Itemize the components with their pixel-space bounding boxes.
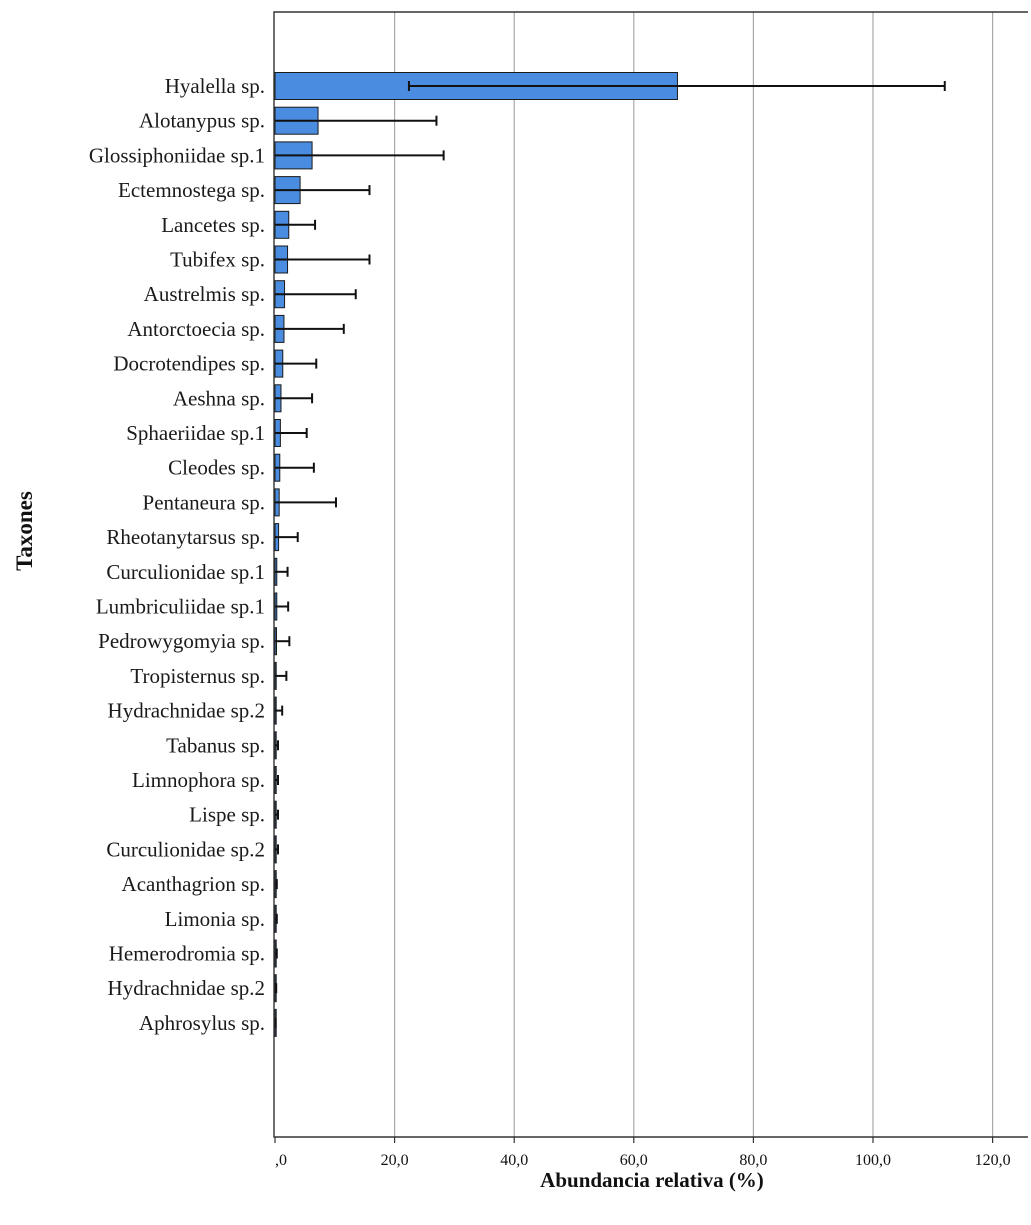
y-axis-title: Taxones	[12, 491, 37, 571]
error-bar-hydrachnidae-sp-2	[275, 983, 278, 994]
error-bar-tabanus-sp	[275, 740, 279, 751]
error-bar-acanthagrion-sp	[275, 879, 278, 890]
y-label-austrelmis-sp: Austrelmis sp.	[144, 282, 265, 306]
error-bar-tubifex-sp	[275, 254, 371, 265]
x-tick-label: 100,0	[855, 1152, 891, 1169]
error-bar-alotanypus-sp	[275, 115, 438, 126]
error-bar-lispe-sp	[275, 809, 279, 820]
y-label-lispe-sp: Lispe sp.	[189, 803, 265, 827]
error-bar-lancetes-sp	[275, 219, 317, 230]
y-label-aeshna-sp: Aeshna sp.	[173, 386, 265, 410]
y-label-hydrachnidae-sp-2: Hydrachnidae sp.2	[108, 699, 265, 723]
error-bar-antorctoecia-sp	[275, 323, 345, 334]
x-tick-label: ,0	[275, 1152, 287, 1169]
error-bar-aphrosylus-sp	[274, 1017, 277, 1028]
y-label-cleodes-sp: Cleodes sp.	[168, 456, 265, 480]
x-tick-label: 40,0	[500, 1152, 528, 1169]
y-label-alotanypus-sp: Alotanypus sp.	[139, 109, 265, 133]
error-bar-sphaeriidae-sp-1	[275, 428, 308, 438]
y-label-hydrachnidae-sp-2: Hydrachnidae sp.2	[108, 976, 265, 1000]
grid-lines	[394, 12, 994, 1137]
y-label-pentaneura-sp: Pentaneura sp.	[143, 490, 265, 514]
y-label-tubifex-sp: Tubifex sp.	[170, 248, 265, 272]
plot-frame	[273, 11, 1028, 1138]
error-bar-docrotendipes-sp	[275, 358, 318, 369]
category-labels: Hyalella sp. Alotanypus sp. Glossiphoniida…	[89, 74, 265, 1035]
error-bar-pedrowygomyia-sp	[275, 636, 291, 647]
x-tick-label: 80,0	[739, 1152, 767, 1169]
x-tick-label: 20,0	[381, 1152, 409, 1169]
y-label-tabanus-sp: Tabanus sp.	[166, 733, 265, 757]
bars	[274, 72, 678, 1037]
error-bar-limonia-sp	[275, 913, 278, 924]
y-label-curculionidae-sp-1: Curculionidae sp.1	[106, 560, 265, 584]
y-label-rheotanytarsus-sp: Rheotanytarsus sp.	[106, 525, 265, 549]
y-label-antorctoecia-sp: Antorctoecia sp.	[127, 317, 265, 341]
error-bar-hemerodromia-sp	[275, 948, 278, 959]
y-label-docrotendipes-sp: Docrotendipes sp.	[113, 352, 265, 376]
error-bar-pentaneura-sp	[275, 497, 337, 508]
error-bar-limnophora-sp	[275, 775, 279, 785]
error-bar-curculionidae-sp-1	[275, 566, 289, 577]
y-label-pedrowygomyia-sp: Pedrowygomyia sp.	[98, 629, 265, 653]
x-tick-label: 60,0	[620, 1152, 648, 1169]
y-label-limonia-sp: Limonia sp.	[165, 907, 265, 931]
y-label-limnophora-sp: Limnophora sp.	[132, 768, 265, 792]
y-label-ectemnostega-sp: Ectemnostega sp.	[118, 178, 265, 202]
y-label-sphaeriidae-sp-1: Sphaeriidae sp.1	[126, 421, 265, 445]
error-bar-cleodes-sp	[275, 462, 315, 473]
error-bar-rheotanytarsus-sp	[275, 532, 299, 543]
y-label-glossiphoniidae-sp-1: Glossiphoniidae sp.1	[89, 143, 265, 167]
y-label-aphrosylus-sp: Aphrosylus sp.	[139, 1011, 265, 1035]
error-bar-lumbriculiidae-sp-1	[275, 601, 290, 612]
x-axis-title: Abundancia relativa (%)	[540, 1168, 764, 1192]
y-label-tropisternus-sp: Tropisternus sp.	[130, 664, 265, 688]
error-bar-ectemnostega-sp	[275, 185, 371, 196]
y-label-hyalella-sp: Hyalella sp.	[165, 74, 265, 98]
y-label-lumbriculiidae-sp-1: Lumbriculiidae sp.1	[96, 595, 265, 619]
error-bar-hydrachnidae-sp-2	[275, 705, 284, 716]
y-label-acanthagrion-sp: Acanthagrion sp.	[122, 872, 265, 896]
y-label-hemerodromia-sp: Hemerodromia sp.	[109, 942, 265, 966]
error-bar-curculionidae-sp-2	[275, 844, 279, 855]
error-bars	[274, 81, 946, 1028]
error-bar-aeshna-sp	[275, 393, 314, 404]
y-label-lancetes-sp: Lancetes sp.	[161, 213, 265, 237]
plot-border	[273, 11, 1028, 1138]
error-bar-austrelmis-sp	[275, 289, 357, 300]
x-tick-labels: ,0 20,0 40,0 60,0 80,0 100,0 120,0	[274, 1137, 1011, 1169]
y-label-curculionidae-sp-2: Curculionidae sp.2	[106, 837, 265, 861]
error-bar-glossiphoniidae-sp-1	[275, 150, 445, 161]
error-bar-hyalella-sp	[407, 81, 946, 91]
error-bar-tropisternus-sp	[275, 670, 288, 681]
x-tick-label: 120,0	[975, 1152, 1011, 1169]
